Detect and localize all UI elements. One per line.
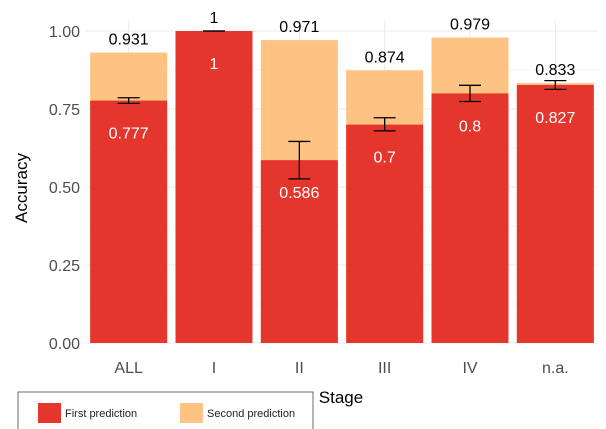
error-bar-iii xyxy=(373,117,396,132)
data-label-first-prediction: 0.7 xyxy=(374,150,396,167)
y-axis-title: Accuracy xyxy=(12,153,31,223)
data-label-first-prediction: 0.827 xyxy=(535,110,575,127)
x-axis-title: Stage xyxy=(319,388,363,407)
x-tick-label: I xyxy=(212,360,216,377)
error-bars xyxy=(117,30,567,180)
x-tick-label: ALL xyxy=(114,360,143,377)
data-label-second-prediction: 0.971 xyxy=(279,19,319,36)
legend-label-second-prediction: Second prediction xyxy=(207,408,295,420)
data-label-first-prediction: 0.8 xyxy=(459,118,481,135)
legend-swatch-second-prediction xyxy=(180,403,203,423)
x-axis-ticks: ALL I II III IV n.a. xyxy=(114,360,568,377)
data-label-first-prediction: 0.586 xyxy=(279,185,319,202)
bar-first-prediction-ii xyxy=(260,160,338,343)
y-tick-label: 0.75 xyxy=(49,102,80,119)
data-label-second-prediction: 0.979 xyxy=(450,17,490,34)
data-label-second-prediction: 0.874 xyxy=(365,49,405,66)
legend-swatch-first-prediction xyxy=(38,403,61,423)
y-axis-ticks: 0.00 0.25 0.50 0.75 1.00 xyxy=(49,24,80,353)
legend: First prediction Second prediction xyxy=(17,391,314,429)
legend-frame xyxy=(17,391,314,429)
data-label-first-prediction: 0.777 xyxy=(109,126,149,143)
bar-first-prediction-na xyxy=(516,84,594,343)
bars xyxy=(90,31,594,344)
bar-first-prediction-i xyxy=(175,31,253,343)
bar-first-prediction-iv xyxy=(431,93,509,344)
y-tick-label: 0.25 xyxy=(49,258,80,275)
y-tick-label: 0.00 xyxy=(49,336,80,353)
bar-first-prediction-all xyxy=(90,100,168,344)
x-tick-label: III xyxy=(378,360,391,377)
bar-first-prediction-iii xyxy=(346,124,424,343)
error-bar-na xyxy=(544,79,567,90)
legend-label-first-prediction: First prediction xyxy=(65,408,137,420)
data-label-first-prediction: 1 xyxy=(210,56,219,73)
data-label-second-prediction: 0.931 xyxy=(109,32,149,49)
data-label-second-prediction: 0.833 xyxy=(535,62,575,79)
error-bar-ii xyxy=(288,140,311,180)
error-bar-iv xyxy=(459,84,481,103)
y-tick-label: 0.50 xyxy=(49,180,80,197)
data-labels: 0.931 0.777 1 1 0.971 0.586 0.874 0.7 0.979 0.8 0.… xyxy=(109,10,576,202)
data-label-second-prediction: 1 xyxy=(210,10,219,27)
y-tick-label: 1.00 xyxy=(49,24,80,41)
x-tick-label: IV xyxy=(462,360,477,377)
x-tick-label: II xyxy=(295,360,304,377)
error-bar-all xyxy=(117,97,140,105)
x-tick-label: n.a. xyxy=(542,360,569,377)
